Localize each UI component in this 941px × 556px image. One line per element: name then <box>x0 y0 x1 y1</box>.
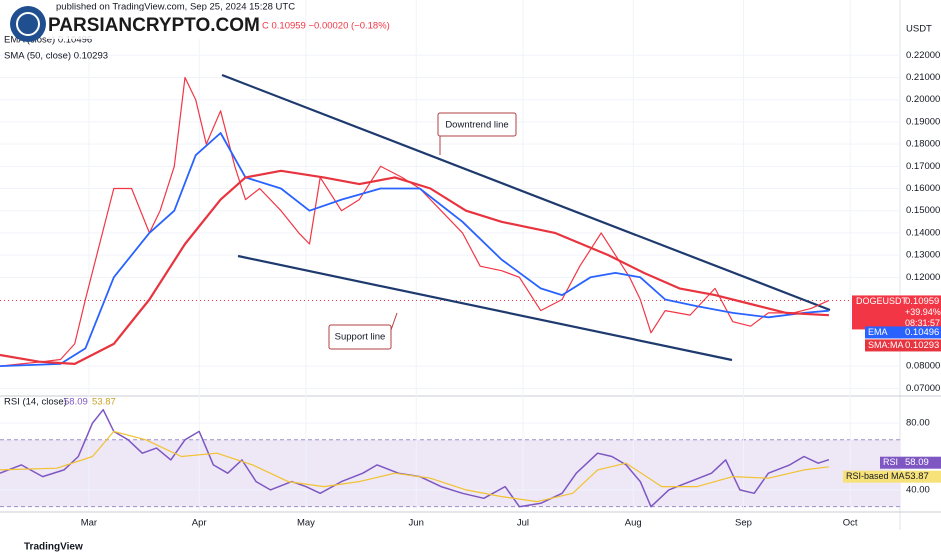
value-label-value: 58.09 <box>905 457 929 468</box>
price-label-bg <box>852 295 941 330</box>
brand: TradingView <box>24 542 83 553</box>
y-tick-label: 0.16000 <box>906 183 940 194</box>
y-tick-label: 0.15000 <box>906 205 940 216</box>
rsi-band <box>0 439 900 507</box>
x-tick-label: Apr <box>192 518 207 529</box>
x-tick-label: Jun <box>409 518 424 529</box>
downtrend-line <box>221 73 831 312</box>
y-tick-label: 0.14000 <box>906 227 940 238</box>
value-label-bg <box>843 470 941 483</box>
annotation-box <box>328 324 392 350</box>
watermark-logo <box>16 12 40 36</box>
y-tick-label: 0.08000 <box>906 361 940 372</box>
rsi-ma-legend-value: 53.87 <box>92 397 116 408</box>
y-tick-label: 0.20000 <box>906 94 940 105</box>
value-label-name: RSI-based MA <box>846 471 905 481</box>
value-label-name: EMA <box>868 327 888 337</box>
y-tick-label: 0.17000 <box>906 161 940 172</box>
annotation: Downtrend line <box>445 120 508 131</box>
ohlc-legend: C 0.10959 −0.00020 (−0.18%) <box>262 21 390 32</box>
x-tick-label: May <box>297 518 315 529</box>
price-change: +39.94% <box>905 307 941 317</box>
currency: USDT <box>906 24 932 35</box>
value-label-name: SMA:MA <box>868 340 904 350</box>
x-tick-label: Aug <box>625 518 642 529</box>
rsi-legend-value: 58.09 <box>64 397 88 408</box>
value-label-value: 0.10293 <box>905 340 939 351</box>
x-tick-label: Mar <box>81 518 97 529</box>
price-label-name: DOGEUSDT <box>856 296 908 306</box>
annotation-box <box>437 112 517 137</box>
value-label-bg <box>865 326 941 339</box>
y-tick-label: 0.21000 <box>906 72 940 83</box>
x-tick-label: Jul <box>517 518 529 529</box>
value-label-name: RSI <box>883 457 898 467</box>
y-tick-label: 0.22000 <box>906 50 940 61</box>
y-tick-label: 0.12000 <box>906 272 940 283</box>
watermark-logo <box>10 6 46 42</box>
value-label-bg <box>880 456 941 469</box>
y-tick-label: 40.00 <box>906 484 930 495</box>
series-line <box>0 430 829 503</box>
series-line <box>0 169 829 365</box>
sma-legend: SMA (50, close) 0.10293 <box>4 51 108 62</box>
y-tick-label: 80.00 <box>906 418 930 429</box>
value-label-value: 53.87 <box>905 471 929 482</box>
rsi-legend: RSI (14, close) <box>4 397 67 408</box>
support-line <box>237 254 733 362</box>
value-label-bg <box>865 339 941 352</box>
watermark: PARSIANCRYPTO.COM <box>48 15 260 36</box>
y-tick-label: 0.18000 <box>906 139 940 150</box>
published: published on TradingView.com, Sep 25, 20… <box>56 2 295 13</box>
price-label-value: 0.10959 <box>905 296 939 307</box>
value-label-value: 0.10496 <box>905 327 939 338</box>
annotation: Support line <box>335 332 386 343</box>
watermark-bg <box>46 11 236 39</box>
x-tick-label: Oct <box>843 518 858 529</box>
annotation-arrow <box>390 312 398 331</box>
x-tick-label: Sep <box>735 518 752 529</box>
y-tick-label: 0.13000 <box>906 250 940 261</box>
series-line <box>0 132 829 367</box>
y-tick-label: 0.07000 <box>906 383 940 394</box>
y-tick-label: 0.19000 <box>906 116 940 127</box>
countdown: 08:31:57 <box>905 318 940 328</box>
ema-legend: EMA (close) 0.10496 <box>4 35 92 46</box>
